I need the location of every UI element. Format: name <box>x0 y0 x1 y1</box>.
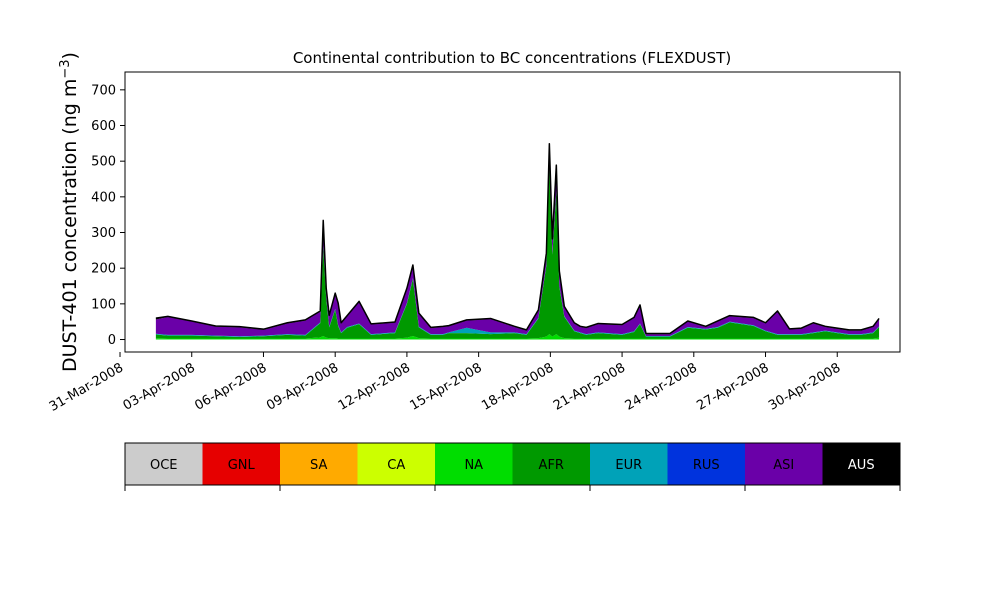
legend-swatch-afr <box>512 443 590 485</box>
legend-label-aus: AUS <box>848 458 875 473</box>
legend-swatch-gnl <box>202 443 280 485</box>
y-axis-label-text: DUST-401 concentration (ng m <box>59 79 81 372</box>
legend-label-ca: CA <box>387 458 405 473</box>
legend-label-asi: ASI <box>773 458 794 473</box>
plot-area: 010020030040050060070031-Mar-200803-Apr-… <box>47 71 901 415</box>
legend-swatch-aus <box>822 443 900 485</box>
legend-label-afr: AFR <box>539 458 564 473</box>
legend-label-na: NA <box>464 458 483 473</box>
legend-label-eur: EUR <box>615 458 642 473</box>
x-tick-label: 06-Apr-2008 <box>192 360 269 413</box>
legend-label-oce: OCE <box>150 458 178 473</box>
legend-swatch-ca <box>357 443 435 485</box>
x-tick-label: 12-Apr-2008 <box>336 360 413 413</box>
y-tick-label: 600 <box>91 119 116 134</box>
y-axis-label-close: ) <box>59 52 81 59</box>
legend-swatch-oce <box>125 443 203 485</box>
y-axis-label: DUST-401 concentration (ng m−3) <box>58 52 82 372</box>
x-tick-label: 24-Apr-2008 <box>623 360 700 413</box>
legend-label-rus: RUS <box>693 458 720 473</box>
legend-swatch-sa <box>280 443 358 485</box>
x-tick-label: 15-Apr-2008 <box>408 360 485 413</box>
x-tick-label: 18-Apr-2008 <box>479 360 556 413</box>
legend-label-sa: SA <box>310 458 327 473</box>
y-tick-label: 200 <box>91 262 116 277</box>
legend-swatch-eur <box>590 443 668 485</box>
area-series-eur <box>155 162 880 338</box>
plot-frame <box>124 71 901 353</box>
y-tick-label: 700 <box>91 83 116 98</box>
legend-colorbar: OCE GNL SA CA NA AFR EUR RUS ASI AUS <box>124 442 901 491</box>
y-tick-label: 400 <box>91 190 116 205</box>
legend-swatch-asi <box>745 443 823 485</box>
chart-title: Continental contribution to BC concentra… <box>293 49 731 67</box>
area-series-na <box>155 334 880 340</box>
y-tick-label: 0 <box>108 333 116 348</box>
x-tick-label: 03-Apr-2008 <box>121 360 198 413</box>
area-series-asi <box>155 144 880 337</box>
x-tick-label: 30-Apr-2008 <box>766 360 843 413</box>
y-tick-label: 300 <box>91 226 116 241</box>
area-series-aus <box>155 143 880 335</box>
legend-swatch-na <box>435 443 513 485</box>
x-tick-label: 09-Apr-2008 <box>264 360 341 413</box>
y-tick-label: 500 <box>91 155 116 170</box>
legend-label-gnl: GNL <box>228 458 256 473</box>
x-tick-label: 27-Apr-2008 <box>694 360 771 413</box>
total-outline-line <box>155 142 880 335</box>
y-axis-label-unit-sup: −3 <box>58 59 73 78</box>
legend-frame <box>124 442 901 486</box>
x-tick-label: 21-Apr-2008 <box>551 360 628 413</box>
y-tick-label: 100 <box>91 297 116 312</box>
area-series-afr <box>155 162 880 339</box>
legend-swatch-rus <box>667 443 745 485</box>
